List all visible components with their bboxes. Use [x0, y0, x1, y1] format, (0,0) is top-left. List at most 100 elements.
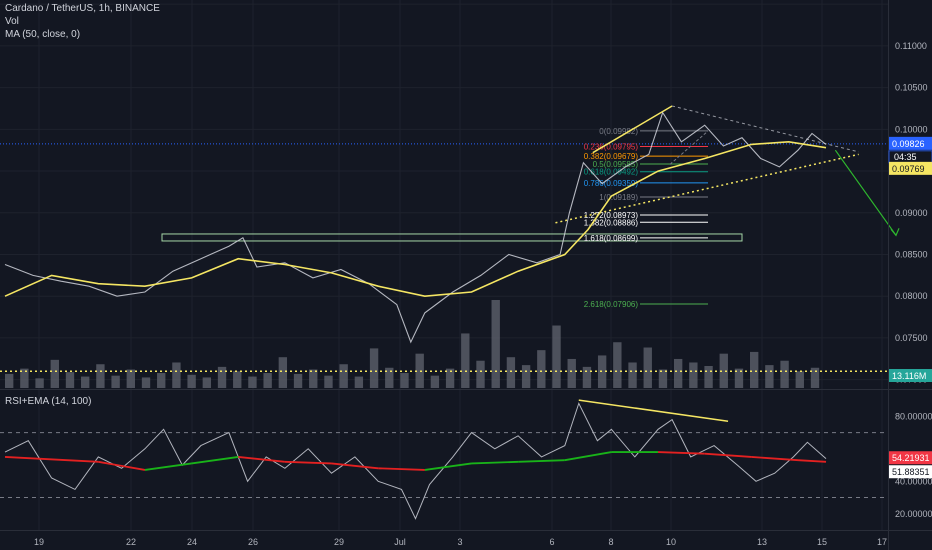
fib-level-label: 0.382(0.09679)	[584, 152, 639, 161]
volume-bar	[141, 377, 151, 388]
fib-level-label: 0(0.09982)	[599, 127, 638, 136]
ema-value-label: 51.88351	[892, 467, 930, 477]
rsi-ema-segment	[518, 459, 565, 463]
volume-bar	[20, 368, 29, 388]
current-price-label: 0.09826	[892, 139, 925, 149]
projection-arrow	[834, 149, 897, 236]
rising-support-trendline	[555, 153, 859, 224]
price-axis-tick: 0.07500	[895, 333, 928, 343]
time-axis-tick: 24	[187, 537, 197, 547]
price-series-line	[4, 111, 827, 344]
volume-bar	[628, 362, 637, 388]
volume-bar	[719, 353, 728, 388]
ma-value-tag	[889, 161, 932, 175]
volume-indicator-label: Vol	[5, 16, 19, 27]
rsi-axis-tick: 20.00000	[895, 509, 932, 519]
volume-bar	[385, 367, 394, 388]
fib-level-label: 0.236(0.09795)	[584, 142, 639, 151]
volume-bar	[506, 357, 516, 388]
price-axis-tick: 0.10500	[895, 83, 928, 93]
volume-bar	[65, 372, 75, 388]
volume-bar	[278, 357, 288, 388]
volume-bar	[795, 371, 804, 388]
rsi-value-tag	[889, 451, 932, 465]
volume-bar	[567, 358, 576, 388]
volume-bar	[810, 367, 820, 388]
rsi-value-label: 54.21931	[892, 453, 930, 463]
rsi-divergence-trendline	[578, 399, 729, 422]
rsi-ema-segment	[238, 456, 285, 463]
volume-bar	[415, 353, 424, 388]
fib-level-label: 0.5(0.09585)	[593, 160, 639, 169]
volume-bar	[597, 355, 607, 388]
symbol-title: Cardano / TetherUS, 1h, BINANCE	[5, 3, 160, 14]
time-axis-tick: Jul	[394, 537, 406, 547]
volume-bar	[445, 368, 455, 388]
rsi-ema-segment	[704, 452, 752, 458]
volume-bar	[293, 373, 303, 388]
time-axis-tick: 3	[457, 537, 462, 547]
volume-bar	[157, 373, 166, 388]
volume-bar	[658, 369, 668, 388]
price-axis-tick: 0.08000	[895, 291, 928, 301]
rsi-ema-segment	[284, 460, 332, 465]
rsi-axis-tick: 80.00000	[895, 411, 932, 421]
support-zone-box	[161, 233, 743, 242]
volume-bar	[233, 371, 242, 388]
volume-bar	[749, 351, 759, 388]
volume-bar	[476, 360, 485, 388]
volume-bar	[354, 376, 364, 388]
volume-bar	[613, 342, 622, 388]
descending-trendline	[671, 105, 859, 153]
volume-bar	[248, 376, 257, 388]
upper-trendline	[592, 105, 673, 154]
countdown-label: 04:35	[894, 152, 917, 162]
time-axis-tick: 8	[608, 537, 613, 547]
volume-bar	[339, 364, 348, 388]
volume-value-label: 13.116M	[892, 371, 926, 381]
volume-bar	[369, 348, 379, 388]
time-axis-tick: 26	[248, 537, 258, 547]
volume-bar	[430, 375, 440, 388]
volume-bar	[673, 358, 683, 388]
time-axis-tick: 19	[34, 537, 44, 547]
volume-bar	[552, 325, 561, 388]
volume-value-tag	[889, 369, 932, 382]
price-axis-tick: 0.11000	[895, 41, 927, 51]
fib-level-label: 1.382(0.08886)	[584, 218, 639, 227]
rsi-indicator-label: RSI+EMA (14, 100)	[5, 396, 92, 407]
time-axis-tick: 22	[126, 537, 136, 547]
volume-bar	[704, 366, 713, 388]
volume-bar	[202, 377, 212, 388]
time-axis-tick: 10	[666, 537, 676, 547]
rsi-ema-segment	[564, 451, 612, 462]
rsi-ema-segment	[4, 456, 99, 463]
time-axis-tick: 13	[757, 537, 767, 547]
fib-level-label: 0.618(0.09492)	[584, 168, 639, 177]
rsi-panel[interactable]	[0, 399, 888, 520]
volume-bar	[400, 373, 409, 388]
volume-bar	[263, 373, 272, 388]
current-price-tag	[889, 136, 932, 150]
volume-bar	[324, 375, 333, 388]
rsi-ema-segment	[378, 467, 425, 471]
volume-bar	[643, 347, 652, 388]
rsi-ema-segment	[191, 456, 239, 465]
time-axis-tick: 29	[334, 537, 344, 547]
ma-value-label: 0.09769	[892, 164, 925, 174]
time-axis-tick: 15	[817, 537, 827, 547]
volume-bar	[521, 365, 531, 388]
rsi-ema-segment	[98, 460, 146, 471]
rsi-ema-segment	[658, 451, 705, 455]
fib-level-label: 2.618(0.07906)	[584, 300, 639, 309]
rsi-ema-segment	[797, 459, 827, 463]
moving-average-line	[4, 140, 827, 298]
volume-bar	[217, 366, 227, 388]
fib-level-label: 1.272(0.08973)	[584, 211, 639, 220]
volume-bar	[187, 374, 196, 388]
volume-bar	[765, 365, 774, 388]
price-panel[interactable]: 0(0.09982)0.236(0.09795)0.382(0.09679)0.…	[0, 105, 900, 388]
volume-bar	[96, 364, 105, 388]
